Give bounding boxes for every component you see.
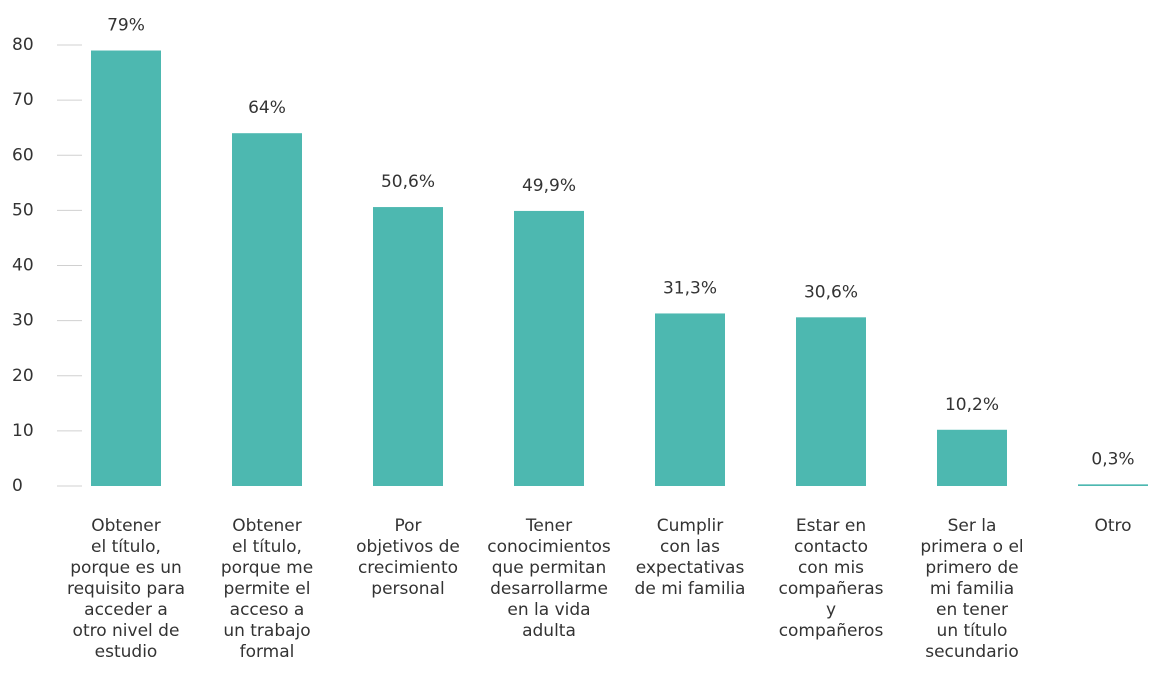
x-tick-label: Obtener el título, porque es un requisito p… — [67, 516, 185, 662]
bar — [91, 50, 161, 486]
value-label: 31,3% — [663, 278, 717, 298]
x-tick-label: Otro — [1094, 516, 1131, 536]
y-tick-label: 0 — [12, 476, 23, 496]
x-tick-label: Por objetivos de crecimiento personal — [356, 516, 460, 599]
x-tick-label: Cumplir con las expectativas de mi familia — [635, 516, 746, 599]
value-label: 79% — [107, 16, 145, 36]
y-tick-label: 40 — [12, 256, 34, 276]
value-label: 30,6% — [804, 282, 858, 302]
bar — [1078, 484, 1148, 486]
value-label: 10,2% — [945, 395, 999, 415]
value-label: 0,3% — [1091, 449, 1134, 469]
bar — [373, 207, 443, 486]
bar — [232, 133, 302, 486]
value-label: 50,6% — [381, 172, 435, 192]
value-label: 49,9% — [522, 176, 576, 196]
y-tick-label: 80 — [12, 35, 34, 55]
y-tick-label: 60 — [12, 145, 34, 165]
bar — [655, 313, 725, 486]
x-tick-label: Obtener el título, porque me permite el acce… — [221, 516, 313, 662]
x-tick-label: Ser la primera o el primero de mi familia en… — [920, 516, 1023, 662]
bar — [514, 210, 584, 486]
y-tick-label: 70 — [12, 90, 34, 110]
value-label: 64% — [248, 98, 286, 118]
y-tick-label: 50 — [12, 200, 34, 220]
bar — [796, 317, 866, 486]
x-tick-label: Tener conocimientos que permitan desarrolla… — [487, 516, 611, 641]
y-tick-label: 20 — [12, 366, 34, 386]
bar — [937, 429, 1007, 486]
x-tick-label: Estar en contacto con mis compañeras y compañ… — [778, 516, 883, 641]
y-tick-label: 30 — [12, 311, 34, 331]
y-tick-label: 10 — [12, 421, 34, 441]
